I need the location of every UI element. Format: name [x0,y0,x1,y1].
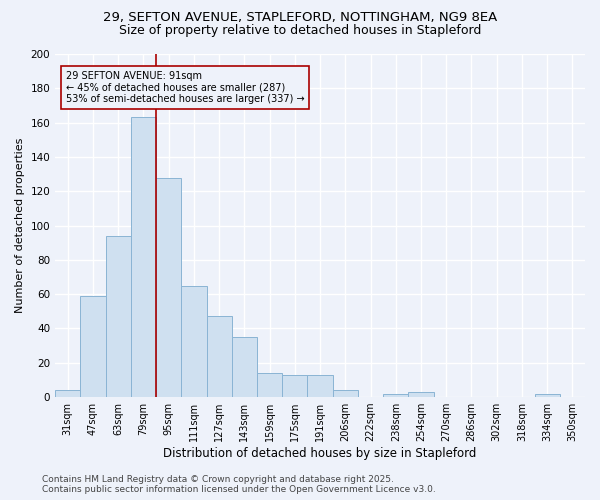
Bar [257,373,282,397]
Bar [55,390,80,397]
Bar [282,375,307,397]
Bar [131,118,156,397]
Text: 29, SEFTON AVENUE, STAPLEFORD, NOTTINGHAM, NG9 8EA: 29, SEFTON AVENUE, STAPLEFORD, NOTTINGHA… [103,11,497,24]
Bar [535,394,560,397]
Text: Contains HM Land Registry data © Crown copyright and database right 2025.
Contai: Contains HM Land Registry data © Crown c… [42,474,436,494]
Bar [106,236,131,397]
Text: Size of property relative to detached houses in Stapleford: Size of property relative to detached ho… [119,24,481,37]
Bar [409,392,434,397]
Bar [206,316,232,397]
Text: 29 SEFTON AVENUE: 91sqm
← 45% of detached houses are smaller (287)
53% of semi-d: 29 SEFTON AVENUE: 91sqm ← 45% of detache… [66,71,304,104]
Bar [307,375,332,397]
Y-axis label: Number of detached properties: Number of detached properties [15,138,25,313]
X-axis label: Distribution of detached houses by size in Stapleford: Distribution of detached houses by size … [163,447,477,460]
Bar [156,178,181,397]
Bar [181,286,206,397]
Bar [232,337,257,397]
Bar [80,296,106,397]
Bar [383,394,409,397]
Bar [332,390,358,397]
